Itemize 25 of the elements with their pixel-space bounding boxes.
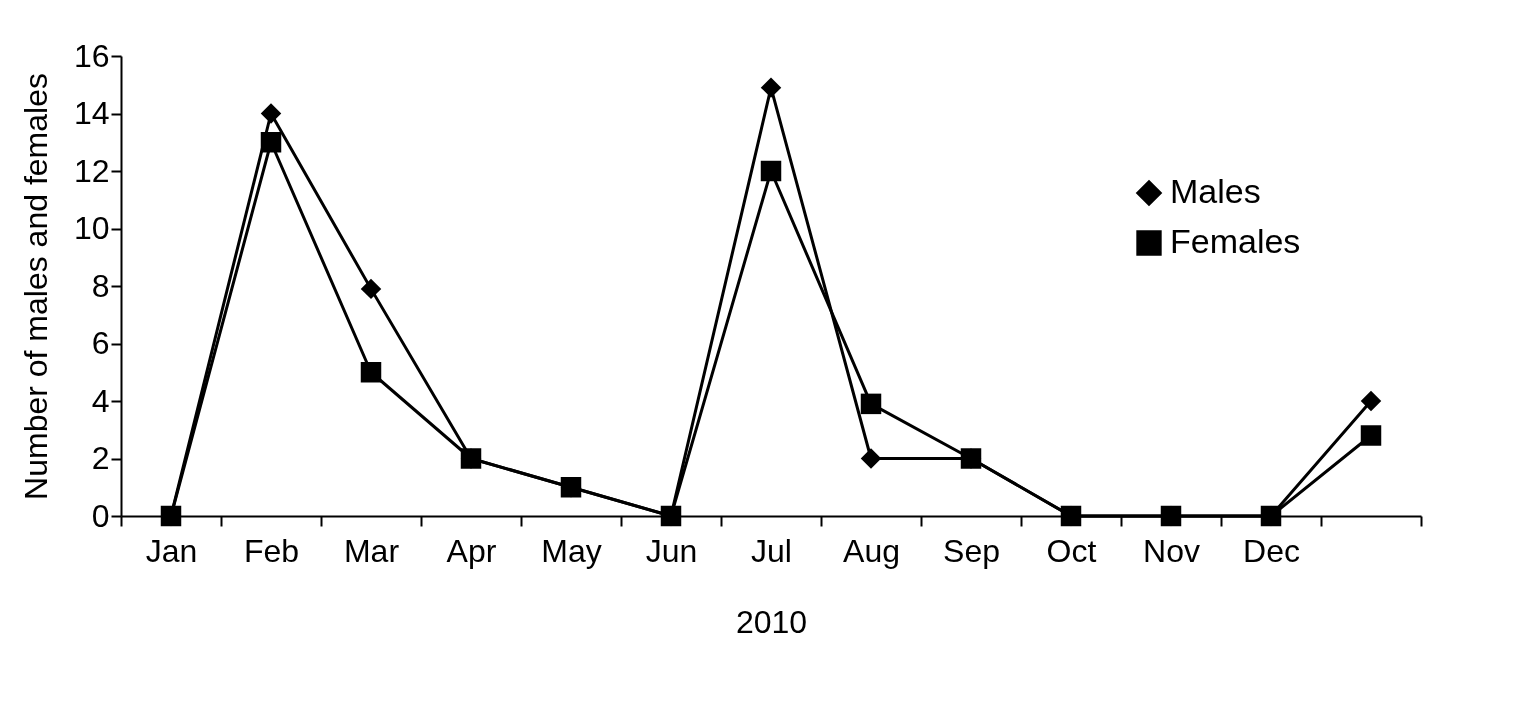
y-tick-label: 10 [73,210,110,246]
x-tick-label: Dec [1243,532,1300,569]
x-tick-label: May [541,532,602,569]
x-tick-label: Sep [943,532,1000,569]
y-tick-label: 6 [91,325,110,361]
y-tick-label: 8 [91,267,110,304]
y-axis-title: Number of males and females [17,73,54,500]
x-tick-label: Apr [446,532,497,569]
y-tick-label: 4 [91,382,110,419]
x-tick-label: Aug [843,532,900,569]
x-tick-label: Jul [751,532,792,569]
y-tick-label: 16 [73,37,110,74]
y-tick-label: 2 [91,440,110,476]
x-tick-label: Jan [145,532,198,569]
x-axis-title: 2010 [735,603,808,640]
x-tick-label: Jun [645,532,698,569]
x-tick-label: Nov [1143,532,1200,569]
x-tick-label: Mar [343,532,400,569]
x-tick-label: Feb [243,532,300,569]
legend-label: Females [1170,222,1301,260]
y-tick-label: 14 [73,95,110,131]
y-tick-label: 0 [91,497,110,534]
y-tick-label: 12 [73,152,110,189]
x-tick-label: Oct [1046,532,1097,569]
legend-label: Males [1170,172,1261,210]
